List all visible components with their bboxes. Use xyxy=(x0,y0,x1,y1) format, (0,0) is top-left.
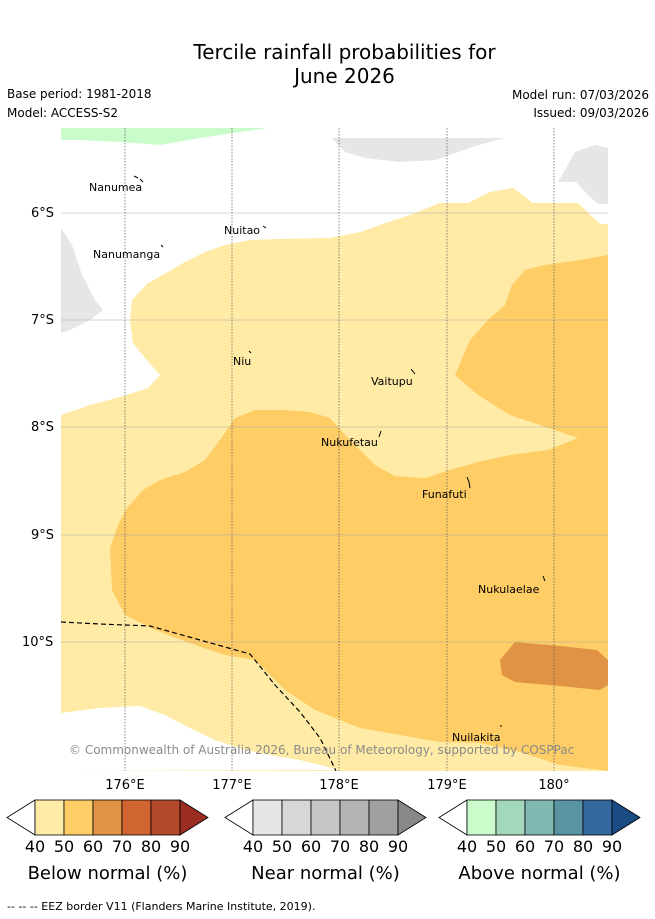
colorbar-title: Below normal (%) xyxy=(27,863,188,884)
colorbar-tick-label: 80 xyxy=(572,837,594,856)
place-label: Nuitao xyxy=(224,224,261,237)
copyright-notice: © Commonwealth of Australia 2026, Bureau… xyxy=(69,743,575,757)
x-tick-label: 180° xyxy=(538,778,570,793)
colorbar-tick-label: 90 xyxy=(601,837,623,856)
place-label: Nanumea xyxy=(89,181,143,194)
colorbar-tick-label: 40 xyxy=(456,837,478,856)
colorbar-tick-label: 40 xyxy=(24,837,46,856)
colorbar-tick-label: 80 xyxy=(140,837,162,856)
issued-date: Issued: 09/03/2026 xyxy=(533,106,649,120)
place-label: Niu xyxy=(233,355,252,368)
y-tick-label: 8°S xyxy=(31,420,55,435)
colorbar-tick-label: 50 xyxy=(485,837,507,856)
colorbar-title: Above normal (%) xyxy=(458,863,621,884)
colorbar-tick-label: 70 xyxy=(111,837,133,856)
near-normal-patch-right xyxy=(558,145,608,204)
colorbar-tick-label: 50 xyxy=(53,837,75,856)
y-tick-label: 7°S xyxy=(31,313,55,328)
x-tick-label: 178°E xyxy=(319,778,359,793)
colorbar-tick-label: 60 xyxy=(300,837,322,856)
title-line-2: June 2026 xyxy=(294,64,395,88)
white-region-bottom-left xyxy=(61,706,340,771)
colorbar-tick-label: 40 xyxy=(242,837,264,856)
colorbar-tick-label: 70 xyxy=(329,837,351,856)
place-label: Nanumanga xyxy=(93,248,161,261)
y-tick-label: 10°S xyxy=(22,635,54,650)
place-label: Funafuti xyxy=(422,488,467,501)
colorbar-tick-label: 60 xyxy=(514,837,536,856)
colorbar-tick-label: 50 xyxy=(271,837,293,856)
base-period: Base period: 1981-2018 xyxy=(7,87,152,101)
near-normal-patch-top xyxy=(332,138,505,162)
place-label: Nuilakita xyxy=(452,731,501,744)
title-line-1: Tercile rainfall probabilities for xyxy=(193,40,496,64)
colorbar-tick-label: 70 xyxy=(543,837,565,856)
map-title: Tercile rainfall probabilities for June … xyxy=(0,40,655,88)
eez-legend: -- -- -- EEZ border V11 (Flanders Marine… xyxy=(7,900,316,913)
x-tick-label: 179°E xyxy=(427,778,467,793)
gridlines xyxy=(61,212,608,643)
colorbar-tick-label: 60 xyxy=(82,837,104,856)
near-normal-patch-left xyxy=(61,228,103,333)
y-tick-label: 6°S xyxy=(31,206,55,221)
colorbar-tick-label: 90 xyxy=(169,837,191,856)
x-tick-label: 177°E xyxy=(212,778,252,793)
above-normal-40-50-region xyxy=(61,128,268,145)
place-label: Nukulaelae xyxy=(478,583,540,596)
model-name: Model: ACCESS-S2 xyxy=(7,106,119,120)
colorbar-tick-label: 80 xyxy=(358,837,380,856)
x-tick-label: 176°E xyxy=(105,778,145,793)
meridians xyxy=(124,128,555,771)
colorbar-tick-label: 90 xyxy=(387,837,409,856)
colorbar-title: Near normal (%) xyxy=(251,863,400,884)
y-tick-label: 9°S xyxy=(31,528,55,543)
model-run: Model run: 07/03/2026 xyxy=(511,88,649,102)
place-label: Nukufetau xyxy=(321,436,378,449)
place-label: Vaitupu xyxy=(371,375,413,388)
island-marks xyxy=(133,175,546,727)
eez-border xyxy=(61,621,337,771)
